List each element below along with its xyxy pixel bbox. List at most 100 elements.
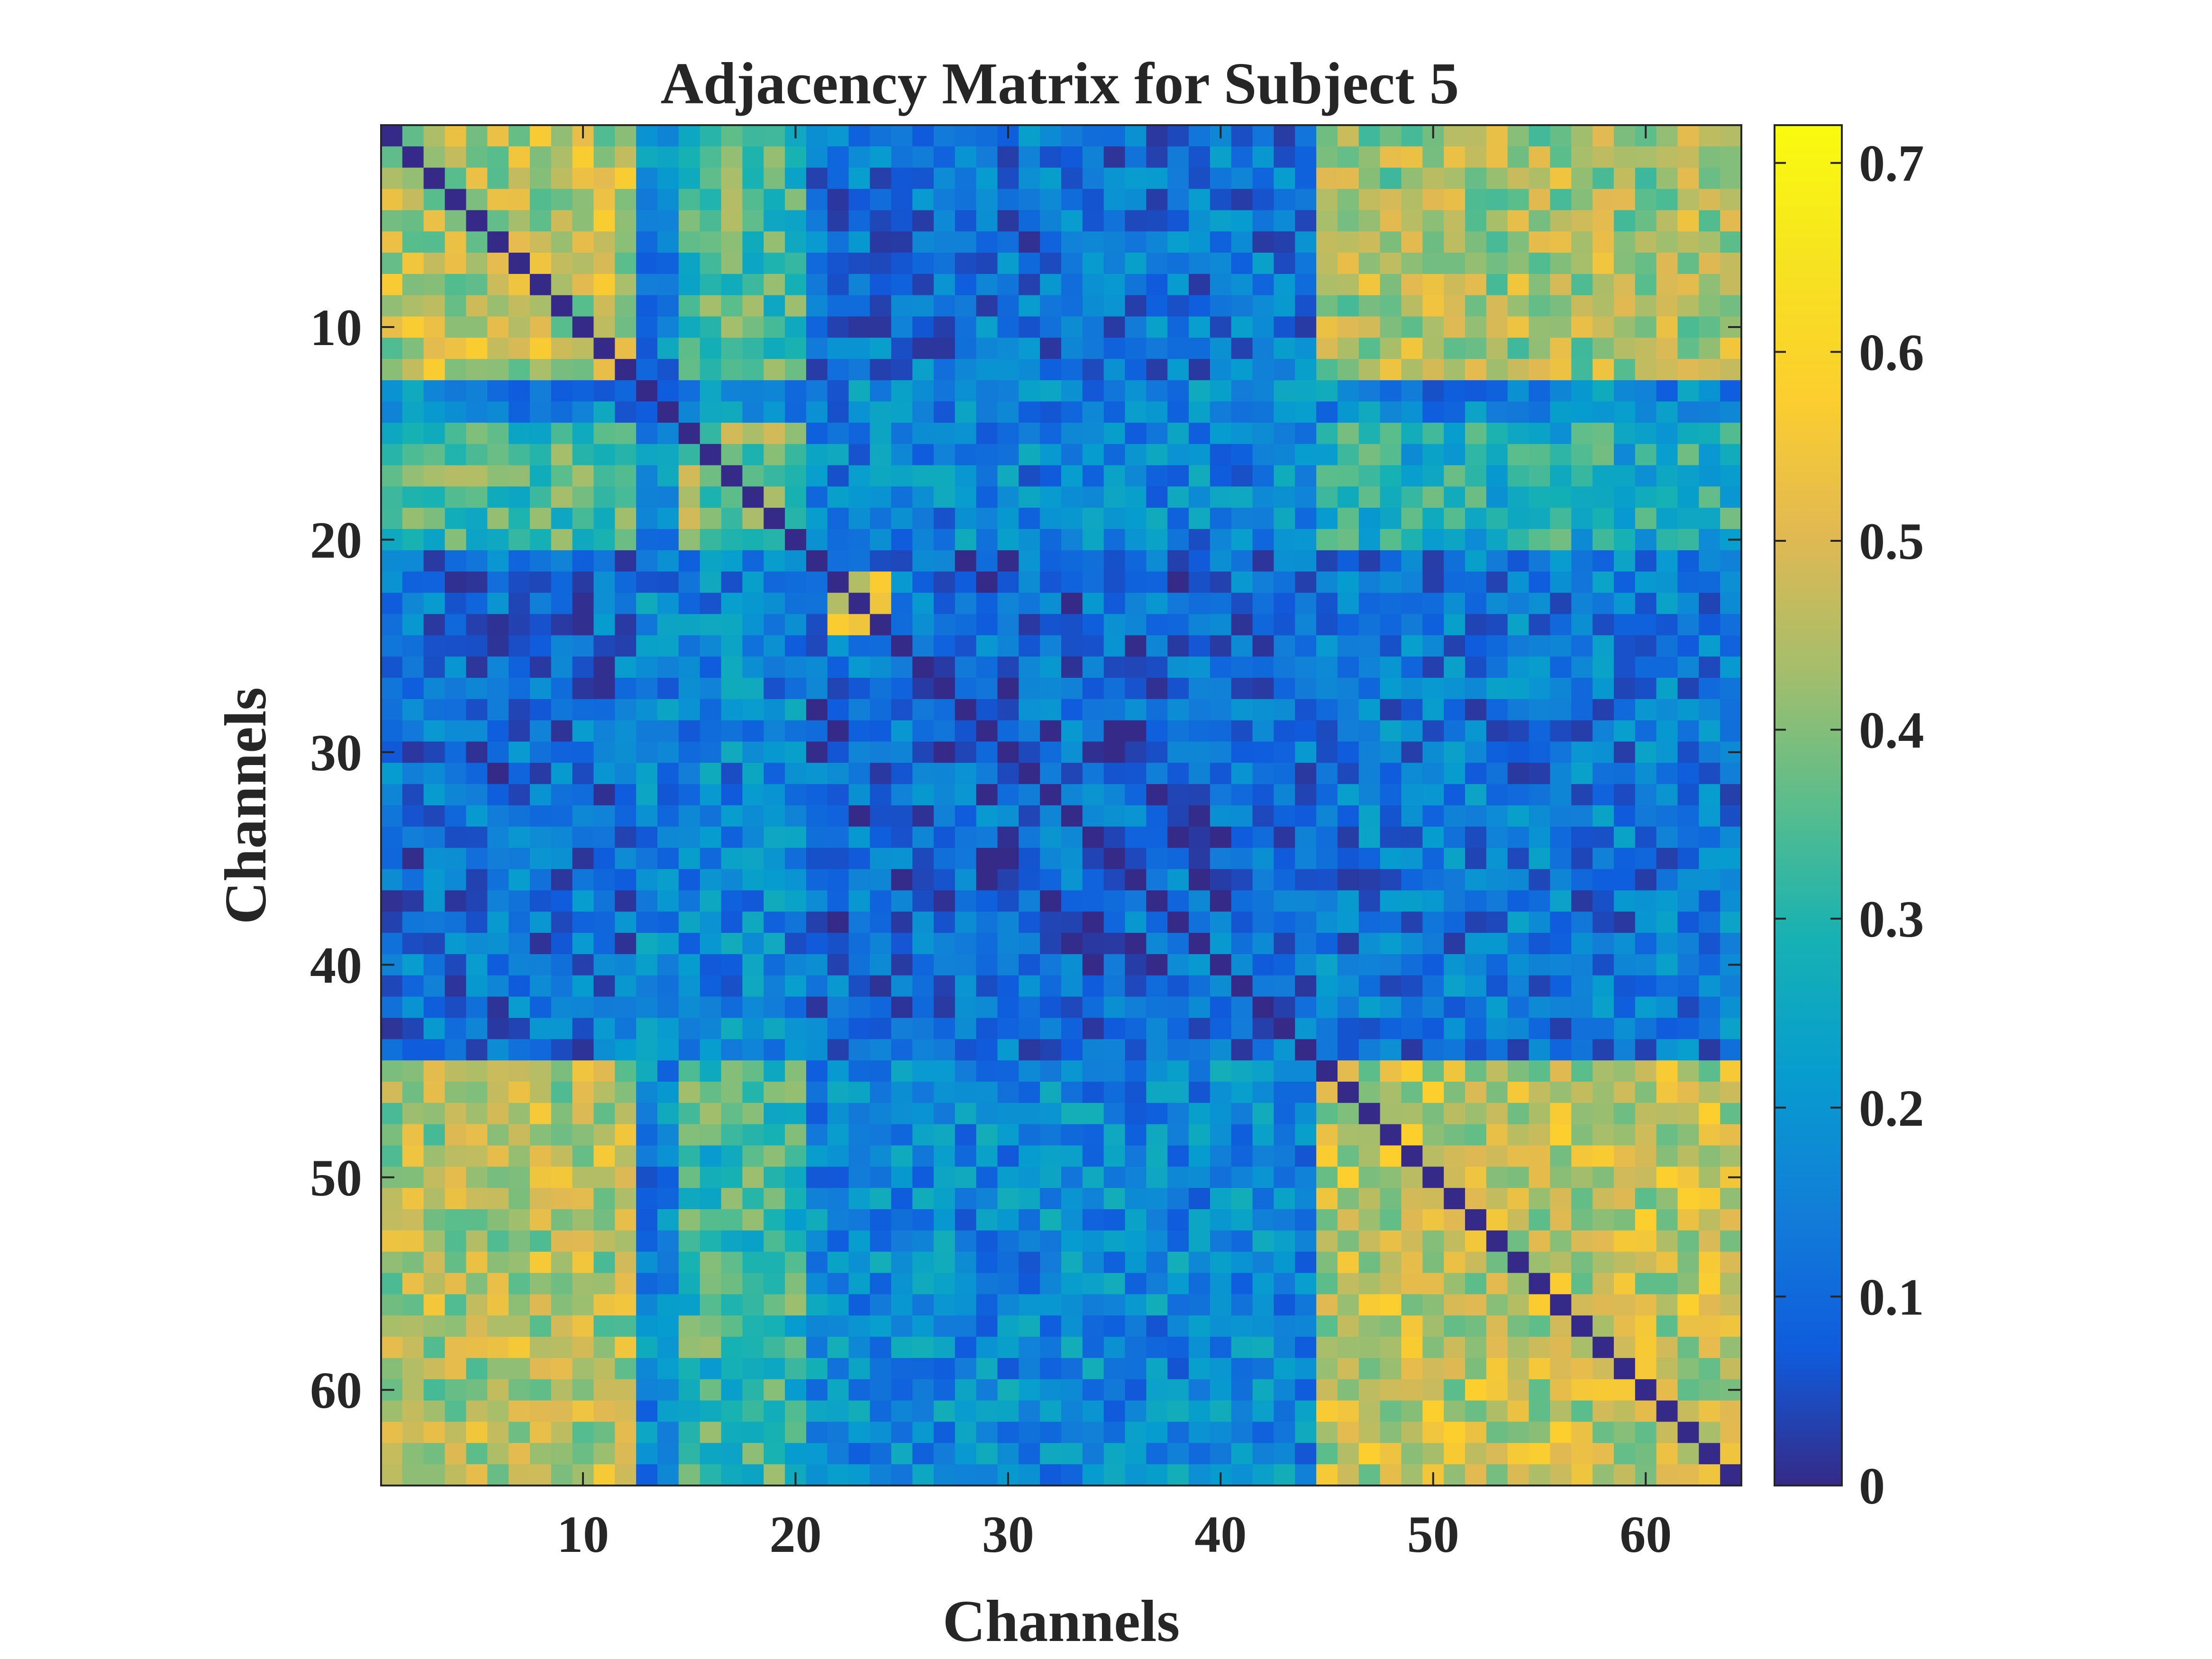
- heatmap-cell: [1635, 295, 1657, 317]
- heatmap-cell: [721, 848, 743, 870]
- heatmap-cell: [827, 1060, 849, 1082]
- heatmap-cell: [1210, 1379, 1232, 1401]
- heatmap-cell: [700, 316, 722, 338]
- heatmap-cell: [466, 933, 488, 955]
- heatmap-cell: [1486, 635, 1508, 657]
- heatmap-cell: [1082, 890, 1104, 912]
- heatmap-cell: [1146, 1358, 1168, 1380]
- heatmap-cell: [615, 295, 637, 317]
- heatmap-cell: [487, 1188, 509, 1210]
- heatmap-cell: [1295, 614, 1317, 636]
- heatmap-cell: [891, 741, 913, 763]
- heatmap-cell: [742, 677, 764, 700]
- heatmap-cell: [1337, 1443, 1359, 1465]
- heatmap-cell: [402, 933, 424, 955]
- heatmap-cell: [1231, 1443, 1253, 1465]
- heatmap-cell: [721, 699, 743, 721]
- heatmap-cell: [466, 359, 488, 381]
- heatmap-cell: [764, 1337, 785, 1358]
- heatmap-cell: [1189, 869, 1211, 891]
- heatmap-cell: [1210, 1400, 1232, 1422]
- heatmap-cell: [1274, 826, 1295, 848]
- heatmap-cell: [1231, 933, 1253, 955]
- heatmap-cell: [933, 805, 956, 827]
- heatmap-cell: [1082, 253, 1104, 274]
- heatmap-cell: [764, 295, 785, 317]
- heatmap-cell: [1167, 1315, 1189, 1337]
- heatmap-cell: [1252, 189, 1274, 210]
- heatmap-cell: [509, 1039, 530, 1061]
- heatmap-cell: [827, 1167, 849, 1188]
- heatmap-cell: [1699, 763, 1720, 784]
- heatmap-cell: [1358, 380, 1381, 402]
- heatmap-cell: [678, 125, 701, 147]
- heatmap-cell: [1656, 1294, 1678, 1316]
- heatmap-cell: [423, 273, 446, 296]
- heatmap-cell: [933, 337, 956, 359]
- heatmap-cell: [487, 167, 509, 190]
- heatmap-cell: [1252, 1018, 1274, 1039]
- heatmap-cell: [381, 592, 403, 614]
- heatmap-cell: [1189, 1124, 1211, 1146]
- heatmap-cell: [572, 1039, 594, 1061]
- heatmap-cell: [509, 1337, 530, 1358]
- heatmap-cell: [1656, 1400, 1678, 1422]
- heatmap-cell: [1167, 784, 1189, 806]
- heatmap-cell: [445, 592, 466, 614]
- heatmap-cell: [1720, 1145, 1742, 1167]
- heatmap-cell: [1167, 677, 1189, 700]
- heatmap-cell: [1422, 677, 1444, 700]
- heatmap-cell: [657, 826, 679, 848]
- heatmap-cell: [997, 571, 1019, 593]
- heatmap-cell: [572, 146, 594, 168]
- heatmap-cell: [933, 763, 956, 784]
- heatmap-cell: [593, 465, 615, 487]
- heatmap-cell: [1486, 401, 1508, 423]
- heatmap-cell: [1210, 656, 1232, 678]
- heatmap-cell: [487, 550, 509, 572]
- heatmap-cell: [1677, 1167, 1699, 1188]
- heatmap-cell: [1358, 1188, 1381, 1210]
- heatmap-cell: [742, 295, 764, 317]
- heatmap-cell: [1061, 869, 1083, 891]
- heatmap-cell: [742, 1273, 764, 1294]
- heatmap-cell: [1699, 1124, 1720, 1146]
- heatmap-cell: [1550, 1422, 1572, 1443]
- heatmap-cell: [1167, 1124, 1189, 1146]
- heatmap-cell: [593, 1358, 615, 1380]
- heatmap-cell: [466, 826, 488, 848]
- heatmap-cell: [402, 1464, 424, 1486]
- heatmap-cell: [1444, 167, 1466, 190]
- heatmap-cell: [1656, 1251, 1678, 1274]
- heatmap-cell: [1082, 1060, 1104, 1082]
- heatmap-cell: [678, 996, 701, 1019]
- heatmap-cell: [891, 465, 913, 487]
- heatmap-cell: [1252, 1145, 1274, 1167]
- heatmap-cell: [848, 1294, 870, 1316]
- heatmap-cell: [615, 146, 637, 168]
- heatmap-cell: [1231, 954, 1253, 976]
- heatmap-cell: [933, 1315, 956, 1337]
- heatmap-cell: [593, 1167, 615, 1188]
- heatmap-cell: [848, 210, 870, 232]
- heatmap-cell: [742, 1188, 764, 1210]
- heatmap-cell: [1677, 337, 1699, 359]
- heatmap-cell: [1316, 805, 1338, 827]
- heatmap-cell: [1550, 635, 1572, 657]
- heatmap-cell: [933, 359, 956, 381]
- heatmap-cell: [1571, 1081, 1593, 1103]
- heatmap-cell: [423, 1167, 446, 1188]
- heatmap-cell: [1125, 656, 1147, 678]
- heatmap-cell: [678, 1464, 701, 1486]
- heatmap-cell: [700, 1273, 722, 1294]
- heatmap-cell: [806, 763, 828, 784]
- heatmap-cell: [636, 1167, 658, 1188]
- heatmap-cell: [870, 1167, 892, 1188]
- heatmap-cell: [1507, 1315, 1529, 1337]
- heatmap-cell: [1274, 210, 1295, 232]
- heatmap-cell: [1380, 465, 1402, 487]
- heatmap-cell: [1337, 954, 1359, 976]
- heatmap-cell: [1337, 1337, 1359, 1358]
- heatmap-cell: [1571, 763, 1593, 784]
- heatmap-cell: [1550, 677, 1572, 700]
